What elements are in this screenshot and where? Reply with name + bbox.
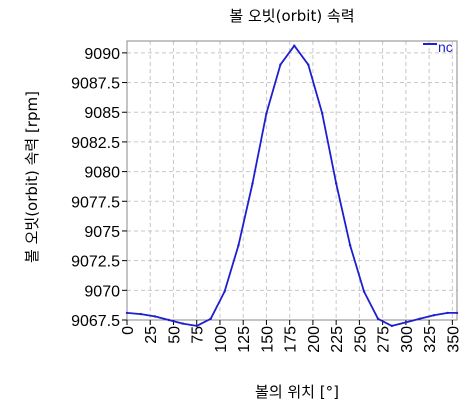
- series-point-nc: [390, 324, 394, 328]
- x-tick-label: 175: [283, 326, 300, 353]
- series-point-nc: [362, 290, 366, 293]
- chart-title: 볼 오빗(orbit) 속력: [229, 7, 354, 25]
- x-tick-label: 300: [399, 326, 416, 353]
- series-point-nc: [195, 324, 198, 328]
- series-point-nc: [237, 244, 240, 247]
- series-layer: [125, 44, 459, 328]
- series-point-nc: [265, 112, 268, 115]
- series-point-nc: [153, 315, 157, 318]
- y-tick-label: 9072.5: [71, 254, 120, 271]
- y-tick-label: 9075: [84, 224, 120, 241]
- x-tick-label: 350: [445, 326, 462, 353]
- x-tick-label: 275: [376, 326, 393, 353]
- y-tick-label: 9067.5: [71, 313, 120, 330]
- series-point-nc: [167, 318, 170, 322]
- series-point-nc: [348, 244, 352, 247]
- series-point-nc: [279, 63, 282, 66]
- x-tick-label: 125: [236, 326, 253, 353]
- series-point-nc: [181, 322, 184, 325]
- series-point-nc: [376, 317, 380, 320]
- y-tick-label: 9070: [84, 283, 120, 300]
- x-tick-label: 225: [329, 326, 346, 353]
- series-point-nc: [321, 112, 324, 115]
- series-point-nc: [455, 311, 459, 315]
- series-point-nc: [446, 311, 449, 315]
- series-point-nc: [139, 312, 143, 316]
- series-point-nc: [418, 317, 421, 320]
- x-tick-label: 150: [259, 326, 276, 353]
- x-tick-label: 50: [166, 326, 183, 344]
- x-tick-label: 25: [143, 326, 160, 344]
- x-tick-label: 200: [306, 326, 323, 353]
- series-point-nc: [209, 317, 212, 320]
- series-point-nc: [432, 314, 435, 317]
- series-point-nc: [307, 63, 310, 66]
- x-axis-label: 볼의 위치 [°]: [255, 383, 339, 401]
- x-tick-label: 100: [213, 326, 230, 353]
- x-tick-label: 250: [352, 326, 369, 353]
- y-axis-label: 볼 오빗(orbit) 속력 [rpm]: [23, 91, 41, 263]
- y-tick-label: 9085: [84, 105, 120, 122]
- series-point-nc: [223, 290, 226, 293]
- legend-label-nc: nc: [438, 39, 453, 55]
- legend: nc: [423, 39, 453, 55]
- series-point-nc: [125, 311, 129, 315]
- y-tick-label: 9090: [84, 46, 120, 63]
- series-line-nc: [126, 44, 457, 327]
- plot-area: [126, 40, 458, 321]
- series-point-nc: [293, 44, 296, 47]
- y-tick-label: 9080: [84, 165, 120, 182]
- x-tick-label: 0: [120, 326, 137, 335]
- y-tick-label: 9087.5: [71, 76, 120, 93]
- x-axis-ticks: 0 25 50 75 100 125 150 175 200 225 250 275 300 325 350: [120, 320, 462, 353]
- x-tick-label: 75: [190, 326, 207, 344]
- x-tick-label: 325: [422, 326, 439, 353]
- y-axis-ticks: 9067.5 9070 9072.5 9075 9077.5 9080 9082.5 9085…: [71, 46, 127, 330]
- y-tick-label: 9077.5: [71, 194, 120, 211]
- y-tick-label: 9082.5: [71, 135, 120, 152]
- series-point-nc: [335, 182, 338, 185]
- series-point-nc: [404, 321, 408, 324]
- series-point-nc: [251, 182, 254, 185]
- grid-lines: [126, 41, 457, 321]
